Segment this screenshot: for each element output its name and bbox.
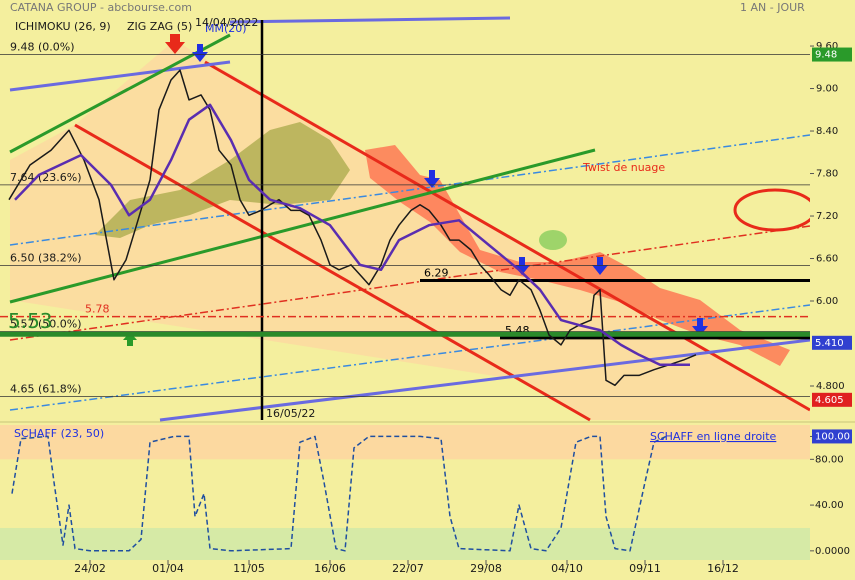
trend-line (74, 123, 591, 422)
zone (0, 527, 810, 560)
y-tick-label: 100.00 (815, 431, 850, 442)
y-tick-label: 7.80 (816, 169, 838, 180)
arrow (123, 332, 137, 346)
trend-line (9, 304, 811, 411)
indicator-label: MM(20) (205, 22, 247, 35)
y-tick-label: 7.20 (816, 211, 838, 222)
price-label: 5.410 (815, 338, 844, 349)
price-box (812, 392, 852, 407)
series-line (8, 69, 697, 387)
y-tick-label: 80.00 (815, 454, 844, 465)
level-label: 5.78 (85, 303, 110, 316)
annotation: 14/04/2022 (195, 16, 258, 29)
trend-line (9, 225, 811, 341)
ichimoku-cloud (365, 145, 790, 366)
indicator-label: ICHIMOKU (26, 9) (15, 20, 111, 33)
zone (0, 425, 810, 460)
arrow (592, 257, 608, 275)
y-tick-label: 40.00 (815, 500, 844, 511)
series-line (14, 103, 690, 367)
panel-title: SCHAFF (23, 50) (14, 427, 104, 440)
chart-title: CATANA GROUP - abcbourse.com (10, 1, 192, 14)
price-box (812, 47, 852, 62)
x-tick-label: 04/10 (551, 562, 583, 575)
ichimoku-cloud (539, 230, 567, 250)
annotation: 16/05/22 (266, 407, 315, 420)
arrow (192, 44, 208, 62)
x-tick-label: 16/12 (707, 562, 739, 575)
trend-line (229, 16, 511, 24)
period: 1 AN - JOUR (740, 1, 805, 14)
trend-line (159, 338, 811, 422)
fib-label: 4.65 (61.8%) (10, 383, 82, 396)
fib-label: 7.64 (23.6%) (10, 171, 82, 184)
trend-line (9, 60, 231, 92)
arrow (165, 34, 185, 54)
x-tick-label: 11/05 (233, 562, 265, 575)
schaff-zones (0, 425, 810, 560)
ichimoku-cloud (95, 122, 350, 238)
trend-line (9, 134, 811, 246)
x-tick-label: 24/02 (74, 562, 106, 575)
axis-panel (810, 0, 855, 580)
price-box (812, 335, 852, 350)
plot-area: 24/02 01/04 11/05 16/06 22/07 29/08 04/10 09/11… (0, 41, 852, 575)
x-tick-label: 22/07 (392, 562, 424, 575)
price-label: 4.605 (815, 395, 844, 406)
x-tick-label: 01/04 (152, 562, 184, 575)
channel-fill (10, 40, 810, 420)
price-label: 9.48 (815, 50, 837, 61)
indicator-label: ZIG ZAG (5) (127, 20, 192, 33)
annotation: Twist de nuage (582, 161, 665, 174)
series-line (11, 435, 667, 552)
fib-label: 9.48 (0.0%) (10, 41, 75, 54)
y-tick-label: 6.00 (816, 296, 838, 307)
x-tick-label: 16/06 (314, 562, 346, 575)
y-tick-label: 4.800 (816, 381, 845, 392)
y-tick-box (812, 429, 852, 444)
level-label: 6.29 (424, 266, 449, 279)
y-tick-label: 8.40 (816, 126, 838, 137)
fib-label: 6.50 (38.2%) (10, 252, 82, 265)
fib-label: 5.57 (50.0%) (10, 317, 82, 330)
arrow (514, 257, 530, 275)
y-tick-label: 9.60 (816, 41, 838, 52)
annotation: SCHAFF en ligne droite (650, 430, 777, 443)
level-label: 5.53 (8, 309, 53, 333)
y-tick-label: 6.60 (816, 254, 838, 265)
arrow (424, 170, 440, 188)
trend-line (9, 148, 596, 304)
arrow (692, 318, 708, 336)
y-tick-label: 0.0000 (815, 546, 850, 557)
x-tick-label: 29/08 (470, 562, 502, 575)
y-tick-label: 9.00 (816, 84, 838, 95)
x-tick-label: 09/11 (629, 562, 661, 575)
